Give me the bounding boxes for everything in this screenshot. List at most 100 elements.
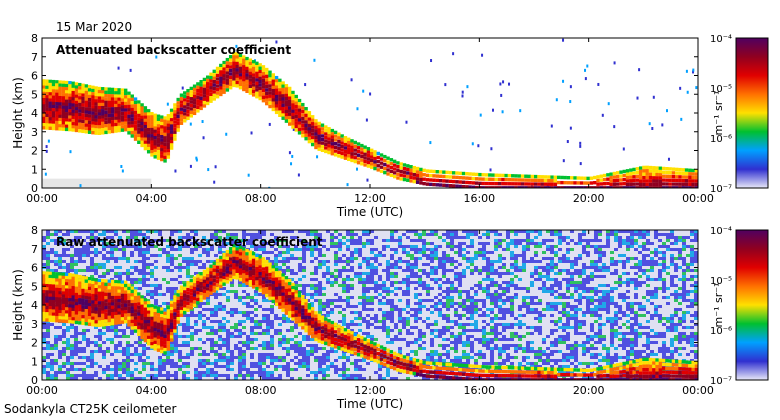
layer-cell (317, 131, 321, 135)
noise-cell (114, 338, 118, 341)
noise-cell (294, 344, 298, 347)
layer-cell (192, 108, 197, 112)
noise-cell (54, 362, 58, 365)
noise-cell (90, 236, 94, 239)
noise-cell (42, 374, 46, 377)
noise-cell (66, 371, 70, 374)
noise-cell (130, 329, 134, 332)
layer-cell (432, 174, 436, 178)
noise-cell (274, 317, 278, 320)
noise-cell (266, 311, 270, 314)
noise-cell (190, 362, 194, 365)
layer-cell (481, 186, 485, 188)
noise-cell (130, 362, 134, 365)
noise-cell (242, 317, 246, 320)
layer-cell (553, 186, 558, 188)
noise-cell (134, 266, 138, 269)
noise-cell (74, 242, 78, 245)
noise-cell (154, 263, 158, 266)
layer-cell (48, 79, 52, 84)
noise-cell (282, 344, 286, 347)
noise-cell (282, 245, 286, 248)
noise-cell (166, 374, 170, 377)
noise-cell (174, 293, 178, 296)
noise-cell (194, 359, 198, 362)
layer-cell (81, 83, 85, 87)
noise-cell (98, 230, 102, 233)
layer-cell (183, 108, 187, 113)
noise-cell (82, 332, 86, 335)
layer-cell (228, 68, 233, 73)
layer-cell (635, 170, 640, 175)
noise-cell (82, 248, 86, 251)
noise-cell (154, 356, 158, 359)
noise-cell (222, 335, 226, 338)
noise-cell (286, 272, 290, 275)
noise-cell (294, 362, 298, 365)
layer-cell (642, 182, 646, 187)
noise-cell (214, 365, 218, 368)
noise-cell (154, 374, 158, 377)
noise-cell (170, 233, 174, 236)
noise-cell (294, 338, 298, 341)
noise-cell (94, 347, 98, 350)
noise-cell (118, 359, 122, 362)
noise-cell (74, 350, 78, 353)
noise-cell (130, 284, 134, 287)
layer-cell (675, 182, 679, 186)
layer-cell (110, 97, 115, 101)
noise-cell (130, 266, 134, 269)
layer-cell (160, 134, 164, 139)
noise-cell (214, 359, 218, 362)
noise-cell (230, 308, 234, 311)
layer-cell (383, 154, 387, 159)
noise-cell (230, 239, 234, 242)
noise-cell (98, 335, 102, 338)
noise-cell (62, 263, 66, 266)
noise-cell (130, 242, 134, 245)
noise-cell (146, 374, 150, 377)
noise-cell (150, 296, 154, 299)
noise-cell (246, 239, 250, 242)
noise-cell (274, 263, 278, 266)
noise-cell (218, 290, 222, 293)
speckle (569, 85, 572, 89)
layer-cell (599, 178, 603, 182)
noise-cell (146, 248, 150, 251)
layer-cell (386, 156, 390, 160)
noise-cell (194, 248, 198, 251)
layer-cell (412, 176, 417, 180)
noise-cell (154, 302, 158, 305)
layer-cell (140, 131, 144, 135)
layer-cell (520, 182, 525, 186)
layer-cell (376, 164, 380, 168)
noise-cell (78, 326, 82, 329)
layer-cell (255, 91, 259, 96)
noise-cell (246, 245, 250, 248)
noise-cell (226, 293, 230, 296)
layer-cell (107, 120, 111, 124)
layer-cell (324, 146, 328, 150)
noise-cell (294, 242, 298, 245)
noise-cell (270, 233, 274, 236)
noise-cell (214, 230, 218, 233)
layer-cell (61, 111, 66, 116)
layer-cell (288, 112, 292, 117)
noise-cell (90, 260, 94, 263)
noise-cell (66, 245, 70, 248)
noise-cell (174, 278, 178, 281)
layer-cell (268, 94, 272, 98)
layer-cell (179, 118, 184, 122)
layer-cell (130, 107, 134, 112)
noise-cell (166, 248, 170, 251)
layer-cell (409, 165, 413, 169)
noise-cell (238, 281, 242, 284)
layer-cell (101, 131, 105, 135)
layer-cell (48, 85, 52, 90)
layer-cell (212, 97, 216, 101)
noise-cell (218, 314, 222, 317)
noise-cell (274, 236, 278, 239)
layer-cell (399, 177, 403, 181)
noise-cell (210, 374, 214, 377)
noise-cell (58, 269, 62, 272)
